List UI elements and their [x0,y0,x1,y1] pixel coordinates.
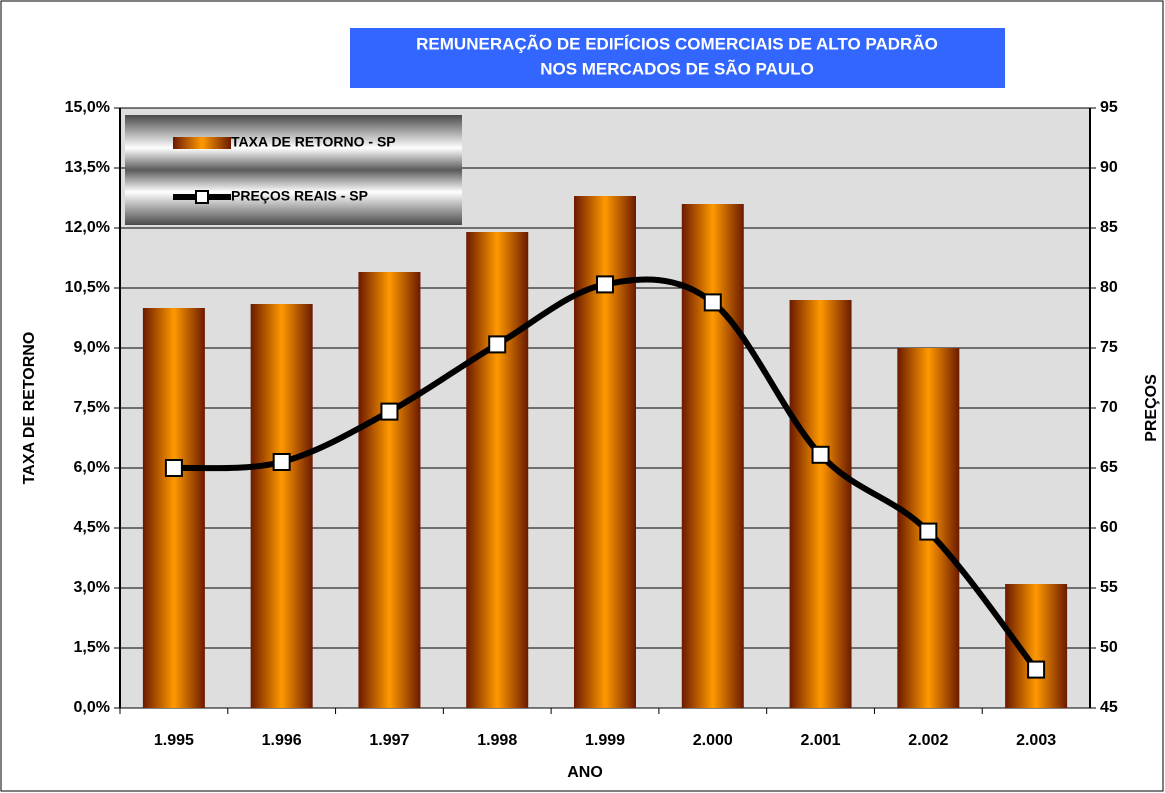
y-tick-label: 1,5% [74,639,110,656]
legend-marker [195,190,209,204]
x-tick-label: 1.998 [477,732,517,749]
legend-label: PREÇOS REAIS - SP [231,188,368,204]
x-tick-label: 1.996 [262,732,302,749]
title-box [350,28,1005,88]
bar [574,196,636,708]
y2-tick-label: 90 [1100,159,1118,176]
y2-tick-label: 85 [1100,219,1118,236]
y2-tick-label: 45 [1100,699,1118,716]
legend-label: TAXA DE RETORNO - SP [231,134,396,150]
y-tick-label: 6,0% [74,459,110,476]
line-marker [488,335,507,354]
y2-tick-label: 55 [1100,579,1118,596]
y-tick-label: 12,0% [65,219,110,236]
line-marker [919,522,938,541]
line-marker [811,445,830,464]
chart-subtitle: NOS MERCADOS DE SÃO PAULO [540,58,814,78]
x-tick-label: 1.995 [154,732,194,749]
line-marker [272,453,291,471]
y-tick-label: 7,5% [74,399,110,416]
y-tick-label: 4,5% [74,519,110,536]
y-axis-label: TAXA DE RETORNO [21,332,38,485]
bar [466,232,529,708]
legend-box [125,115,462,225]
x-axis-label: ANO [567,764,603,781]
y-tick-label: 10,5% [65,279,110,296]
y-tick-label: 0,0% [74,699,110,716]
bar [142,308,205,708]
y2-tick-label: 60 [1100,519,1118,536]
y-tick-label: 13,5% [65,159,110,176]
y2-tick-label: 80 [1100,279,1118,296]
y-tick-label: 15,0% [65,99,110,116]
legend-swatch [173,137,231,149]
x-tick-label: 2.000 [693,732,733,749]
x-tick-label: 2.001 [801,732,841,749]
line-marker [1027,660,1046,679]
x-tick-label: 1.999 [585,732,625,749]
bar [1005,584,1068,708]
line-marker [380,402,399,421]
y2-tick-label: 95 [1100,99,1118,116]
y2-tick-label: 70 [1100,399,1118,416]
y2-tick-label: 50 [1100,639,1118,656]
bar [250,304,313,708]
x-tick-label: 2.003 [1016,732,1056,749]
line [173,276,1039,672]
y2-tick-label: 65 [1100,459,1118,476]
y-tick-label: 9,0% [74,339,110,356]
y-tick-label: 3,0% [74,579,110,596]
line-marker [703,293,722,312]
chart-title: REMUNERAÇÃO DE EDIFÍCIOS COMERCIAIS DE A… [416,33,938,53]
x-tick-label: 2.002 [908,732,948,749]
x-tick-label: 1.997 [369,732,409,749]
bar [789,300,852,708]
line-marker [164,459,183,477]
line-marker [596,275,614,294]
y2-axis-label: PREÇOS [1143,374,1160,442]
y2-tick-label: 75 [1100,339,1118,356]
bar [358,272,421,708]
bar [681,204,744,708]
